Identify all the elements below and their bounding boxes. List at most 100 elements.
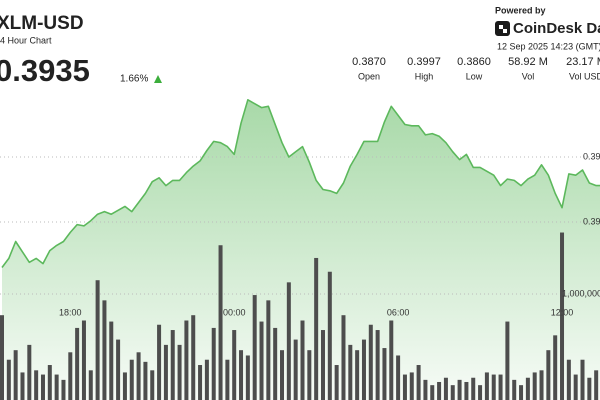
volume-bar bbox=[239, 350, 244, 400]
volume-bar bbox=[102, 300, 107, 400]
stat-label: Vol USD bbox=[569, 71, 600, 81]
volume-bar bbox=[464, 381, 469, 400]
volume-bar bbox=[47, 365, 52, 400]
volume-bar bbox=[177, 344, 182, 400]
volume-bar bbox=[116, 339, 121, 400]
stat-value: 0.3870 bbox=[352, 56, 386, 68]
volume-bar bbox=[259, 321, 264, 400]
volume-bar bbox=[273, 327, 278, 400]
volume-bar bbox=[471, 377, 476, 400]
volume-bar bbox=[68, 352, 73, 400]
volume-bar bbox=[334, 365, 339, 400]
y2-tick-label: 1,000,000 bbox=[562, 288, 600, 298]
volume-bar bbox=[0, 315, 4, 400]
volume-bar bbox=[81, 320, 86, 400]
volume-bar bbox=[341, 315, 346, 400]
volume-bar bbox=[40, 374, 45, 400]
volume-bar bbox=[539, 370, 544, 400]
volume-bar bbox=[136, 352, 141, 400]
volume-bar bbox=[478, 385, 483, 400]
volume-bar bbox=[129, 359, 134, 400]
y-tick-label: 0.3950 bbox=[583, 151, 600, 161]
stat-label: Vol bbox=[522, 71, 535, 81]
volume-bar bbox=[109, 321, 114, 400]
volume-bar bbox=[402, 374, 407, 400]
volume-bar bbox=[13, 350, 18, 400]
stat-label: High bbox=[415, 71, 434, 81]
volume-bar bbox=[6, 359, 11, 400]
volume-bar bbox=[587, 377, 592, 400]
volume-bar bbox=[450, 385, 455, 400]
volume-bar bbox=[512, 379, 517, 400]
volume-bar bbox=[546, 350, 551, 400]
brand-logo-mark bbox=[499, 25, 507, 33]
volume-bar bbox=[375, 330, 380, 400]
volume-bar bbox=[198, 365, 203, 400]
price-line bbox=[1, 99, 600, 268]
volume-bar bbox=[348, 344, 353, 400]
volume-bar bbox=[553, 335, 558, 400]
stat-label: Open bbox=[358, 71, 380, 81]
volume-bar bbox=[320, 330, 325, 400]
volume-bar bbox=[423, 379, 428, 400]
volume-bar bbox=[34, 370, 39, 400]
volume-bar bbox=[580, 359, 585, 400]
volume-bar bbox=[409, 372, 414, 400]
x-tick-label: 18:00 bbox=[59, 307, 82, 317]
volume-bar bbox=[361, 339, 366, 400]
volume-bar bbox=[327, 271, 332, 400]
volume-bar bbox=[307, 350, 312, 400]
volume-bar bbox=[225, 359, 230, 400]
volume-bar bbox=[170, 330, 175, 400]
volume-bar bbox=[396, 355, 401, 400]
volume-bar bbox=[184, 320, 189, 400]
volume-bar bbox=[61, 379, 66, 400]
volume-bar bbox=[457, 379, 462, 400]
volume-bar bbox=[560, 232, 565, 400]
stat-label: Low bbox=[466, 71, 483, 81]
volume-bar bbox=[443, 377, 448, 400]
subtitle: 24 Hour Chart bbox=[0, 35, 52, 45]
volume-bar bbox=[163, 344, 168, 400]
volume-bar bbox=[54, 374, 59, 400]
x-tick-label: 12:00 bbox=[551, 307, 574, 317]
y-tick-label: 0.3900 bbox=[583, 216, 600, 226]
volume-bar bbox=[95, 280, 100, 400]
change: 1.66% bbox=[120, 74, 148, 85]
volume-bar bbox=[143, 361, 148, 400]
up-arrow bbox=[154, 75, 162, 83]
volume-bar bbox=[88, 370, 93, 400]
volume-bar bbox=[150, 370, 155, 400]
volume-bar bbox=[245, 355, 250, 400]
volume-bar bbox=[204, 359, 209, 400]
x-tick-label: 00:00 bbox=[223, 307, 246, 317]
plot: 0.3900 0.3950 1,000,000 18:00 00:00 06:00 12:0… bbox=[0, 99, 600, 400]
volume-bar bbox=[211, 327, 216, 400]
volume-bar bbox=[157, 324, 162, 400]
volume-bar bbox=[280, 350, 285, 400]
volume-bar bbox=[484, 372, 489, 400]
stats: 0.3870 Open 0.3997 High 0.3860 Low 58.92 M Vol 2… bbox=[352, 56, 600, 81]
brand: CoinDesk Data bbox=[513, 20, 600, 37]
volume-bar bbox=[498, 374, 503, 400]
volume-bar bbox=[27, 344, 32, 400]
volume-bar bbox=[519, 385, 524, 400]
volume-bar bbox=[252, 295, 257, 400]
volume-bar bbox=[293, 339, 298, 400]
volume-bar bbox=[218, 245, 223, 400]
volume-bar bbox=[437, 381, 442, 400]
volume-bar bbox=[286, 282, 291, 400]
price-area bbox=[2, 99, 600, 400]
price: 0.3935 bbox=[0, 53, 90, 88]
volume-bar bbox=[389, 320, 394, 400]
symbol: XLM-USD bbox=[0, 13, 84, 34]
volume-bar bbox=[232, 330, 237, 400]
volume-bar bbox=[368, 324, 373, 400]
stat-value: 23.17 M bbox=[566, 56, 600, 68]
volume-bar bbox=[355, 350, 360, 400]
volume-bar bbox=[573, 374, 578, 400]
volume-bar bbox=[532, 372, 537, 400]
volume-bar bbox=[594, 370, 599, 400]
